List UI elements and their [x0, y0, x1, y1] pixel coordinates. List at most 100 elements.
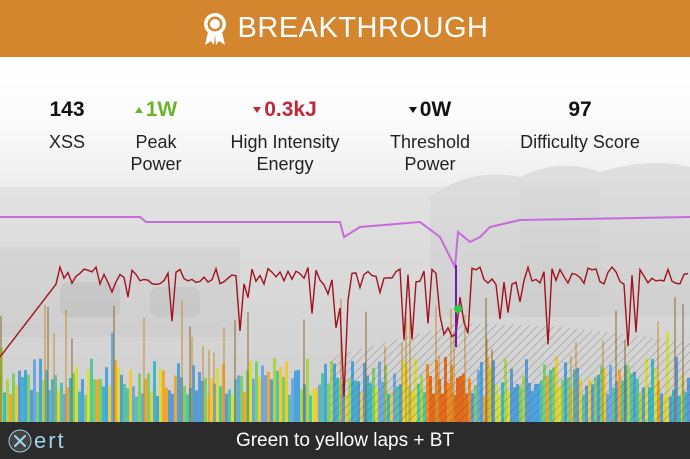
power-bar: [147, 373, 150, 422]
power-bar: [33, 359, 36, 422]
power-bar: [255, 361, 258, 422]
power-bar: [228, 389, 231, 422]
power-bar: [258, 377, 261, 422]
power-bar: [276, 370, 279, 422]
power-bar: [117, 367, 120, 422]
power-bar: [252, 378, 255, 422]
peak-power-line: [0, 216, 690, 271]
power-bar: [300, 388, 303, 422]
stat-threshold-power: 0W Threshold Power: [375, 97, 485, 175]
power-bar: [309, 395, 312, 422]
power-bar: [153, 361, 156, 422]
power-bar: [6, 379, 9, 422]
trend-down-icon: [253, 107, 262, 114]
stat-value: 143: [49, 98, 85, 121]
power-bar: [168, 390, 171, 422]
stat-label: Difficulty Score: [520, 132, 640, 152]
power-bar: [57, 390, 60, 422]
power-bar: [216, 368, 219, 422]
power-bar: [66, 387, 69, 422]
stat-value: 97: [568, 98, 592, 121]
power-bar: [225, 393, 228, 422]
stat-label-line: Power: [130, 154, 182, 174]
power-bar: [96, 379, 99, 422]
power-bar: [315, 387, 318, 422]
power-bar: [51, 379, 54, 422]
stat-label: Peak Power: [110, 131, 202, 175]
xert-x-icon: [8, 429, 32, 452]
power-bar: [126, 388, 129, 422]
workout-title: Green to yellow laps + BT: [235, 429, 455, 451]
power-bar: [3, 392, 6, 422]
power-bar: [204, 377, 207, 422]
power-bar: [294, 370, 297, 422]
power-bar: [231, 395, 234, 422]
stat-label: High Intensity Energy: [214, 131, 356, 175]
power-bar: [198, 372, 201, 422]
power-bar: [195, 390, 198, 422]
power-bar: [165, 387, 168, 422]
power-bar: [324, 363, 327, 422]
stat-value: 0.3kJ: [264, 98, 317, 121]
award-ribbon-icon: [203, 12, 226, 45]
xert-logo-text: ert: [34, 427, 66, 453]
power-bar: [279, 366, 282, 422]
power-bar: [105, 367, 108, 422]
stat-high-intensity-energy: 0.3kJ High Intensity Energy: [214, 97, 356, 175]
power-bar: [219, 386, 222, 422]
power-bar: [129, 369, 132, 422]
power-bar: [39, 358, 42, 422]
power-bar: [150, 391, 153, 422]
power-bar: [135, 396, 138, 422]
stat-label-line: High Intensity: [230, 132, 340, 152]
power-bar: [12, 373, 15, 422]
power-bar: [102, 386, 105, 422]
stat-label-line: Peak: [135, 132, 177, 152]
stat-label: Threshold Power: [375, 131, 485, 175]
power-bar: [192, 365, 195, 422]
power-bar: [108, 386, 111, 422]
power-bar: [15, 385, 18, 422]
power-bar: [78, 391, 81, 422]
stat-value-row: 1W: [110, 97, 202, 123]
power-bar: [141, 393, 144, 422]
power-bar: [156, 396, 159, 422]
power-bar: [327, 383, 330, 422]
power-bar: [261, 365, 264, 422]
power-bar: [60, 382, 63, 422]
power-bar: [318, 384, 321, 422]
stat-value: 1W: [145, 98, 178, 121]
power-bar: [186, 394, 189, 422]
power-bar: [75, 366, 78, 422]
power-bar: [132, 386, 135, 422]
power-bar: [69, 378, 72, 422]
stat-label-line: Energy: [256, 154, 314, 174]
breakthrough-marker-dot: [454, 305, 462, 313]
stat-xss: 143 XSS: [22, 97, 112, 153]
power-bar: [72, 372, 75, 422]
power-bar: [120, 374, 123, 422]
power-bar: [111, 332, 114, 422]
power-bar: [114, 359, 117, 422]
stat-difficulty-score: 97 Difficulty Score: [508, 97, 652, 153]
power-bar: [90, 358, 93, 422]
breakthrough-banner: BREAKTHROUGH: [0, 0, 690, 57]
power-bar: [87, 369, 90, 422]
power-bar: [171, 393, 174, 422]
power-bar: [48, 390, 51, 422]
power-bar: [54, 375, 57, 422]
stat-value: 0W: [419, 98, 452, 121]
power-bar: [243, 392, 246, 422]
power-bar: [84, 395, 87, 422]
stat-peak-power: 1W Peak Power: [110, 97, 202, 175]
power-bar: [42, 380, 45, 422]
power-bar: [267, 371, 270, 422]
power-bar: [312, 389, 315, 422]
power-bar: [249, 360, 252, 422]
power-bar: [183, 385, 186, 422]
power-bar: [138, 373, 141, 422]
power-bar: [99, 378, 102, 422]
xert-logo: ert: [8, 427, 66, 454]
power-bar: [210, 378, 213, 422]
power-bar: [30, 389, 33, 422]
